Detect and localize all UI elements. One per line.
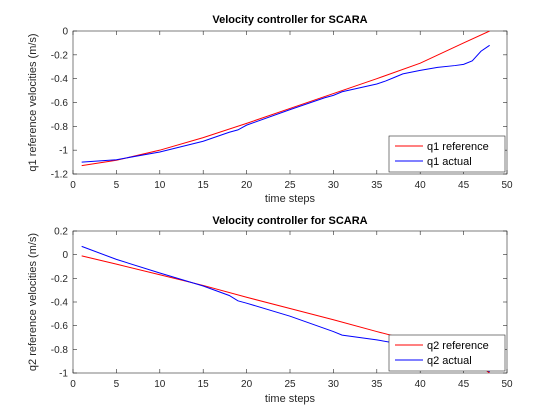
x-tick-label: 40 xyxy=(415,180,427,191)
chart-title: Velocity controller for SCARA xyxy=(212,215,367,227)
axis-ticks: 0 5 10 15 20 25 30 35 40 45 50 -1.2 -1 -0.8 -0.6 -0.4 -0… xyxy=(51,27,513,192)
x-tick-label: 50 xyxy=(501,180,513,191)
y-tick-label: -0.4 xyxy=(51,298,69,309)
x-tick-label: 35 xyxy=(371,379,383,390)
y-tick-label: -0.2 xyxy=(51,50,69,61)
legend-label: q2 actual xyxy=(427,355,472,367)
x-tick-label: 35 xyxy=(371,180,383,191)
x-tick-label: 20 xyxy=(241,180,253,191)
x-tick-label: 10 xyxy=(154,379,166,390)
legend: q2 reference q2 actual xyxy=(388,334,506,372)
y-tick-label: -1 xyxy=(59,369,68,380)
legend-label: q1 actual xyxy=(427,156,472,168)
x-tick-label: 30 xyxy=(328,180,340,191)
x-tick-label: 20 xyxy=(241,379,253,390)
x-tick-label: 50 xyxy=(501,379,513,390)
chart-title: Velocity controller for SCARA xyxy=(212,14,367,26)
series-line-q1-reference xyxy=(81,31,490,167)
y-tick-label: -0.2 xyxy=(51,274,69,285)
x-tick-label: 30 xyxy=(328,379,340,390)
y-tick-label: 0 xyxy=(62,250,68,261)
y-tick-label: -0.8 xyxy=(51,345,69,356)
x-tick-label: 40 xyxy=(415,379,427,390)
y-tick-label: -0.8 xyxy=(51,122,69,133)
x-tick-label: 45 xyxy=(458,379,470,390)
y-tick-label: -1 xyxy=(59,146,68,157)
x-tick-label: 5 xyxy=(114,180,120,191)
y-tick-label: -1.2 xyxy=(51,170,69,181)
legend-box xyxy=(388,135,506,173)
x-tick-label: 0 xyxy=(70,180,76,191)
x-tick-label: 0 xyxy=(70,379,76,390)
axis-ticks: 0 5 10 15 20 25 30 35 40 45 50 -1 -0.8 -0.6 -0.4 -0.2 0 0… xyxy=(51,227,513,391)
legend: q1 reference q1 actual xyxy=(388,135,506,173)
x-tick-label: 5 xyxy=(114,379,120,390)
x-tick-label: 15 xyxy=(198,379,210,390)
legend-label: q2 reference xyxy=(427,340,489,352)
chart-q2: Velocity controller for SCARA 0 5 10 15 20 25… xyxy=(27,215,513,405)
y-axis-label: q2 reference velocities (m/s) xyxy=(27,233,39,371)
x-tick-label: 45 xyxy=(458,180,470,191)
chart-q1: Velocity controller for SCARA 0 5 10 15 20 25… xyxy=(27,14,513,205)
y-tick-label: -0.4 xyxy=(51,74,69,85)
x-axis-label: time steps xyxy=(265,393,316,405)
x-tick-label: 25 xyxy=(284,180,296,191)
legend-box xyxy=(388,334,506,372)
legend-label: q1 reference xyxy=(427,141,489,153)
x-tick-label: 25 xyxy=(284,379,296,390)
y-axis-label: q1 reference velocities (m/s) xyxy=(27,33,39,171)
y-tick-label: 0 xyxy=(62,27,68,38)
y-tick-label: 0.2 xyxy=(54,227,68,238)
x-tick-label: 10 xyxy=(154,180,166,191)
y-tick-label: -0.6 xyxy=(51,98,69,109)
x-axis-label: time steps xyxy=(265,193,316,205)
y-tick-label: -0.6 xyxy=(51,321,69,332)
x-tick-label: 15 xyxy=(198,180,210,191)
series-layer xyxy=(81,31,490,167)
series-line-q1-actual xyxy=(81,44,490,163)
